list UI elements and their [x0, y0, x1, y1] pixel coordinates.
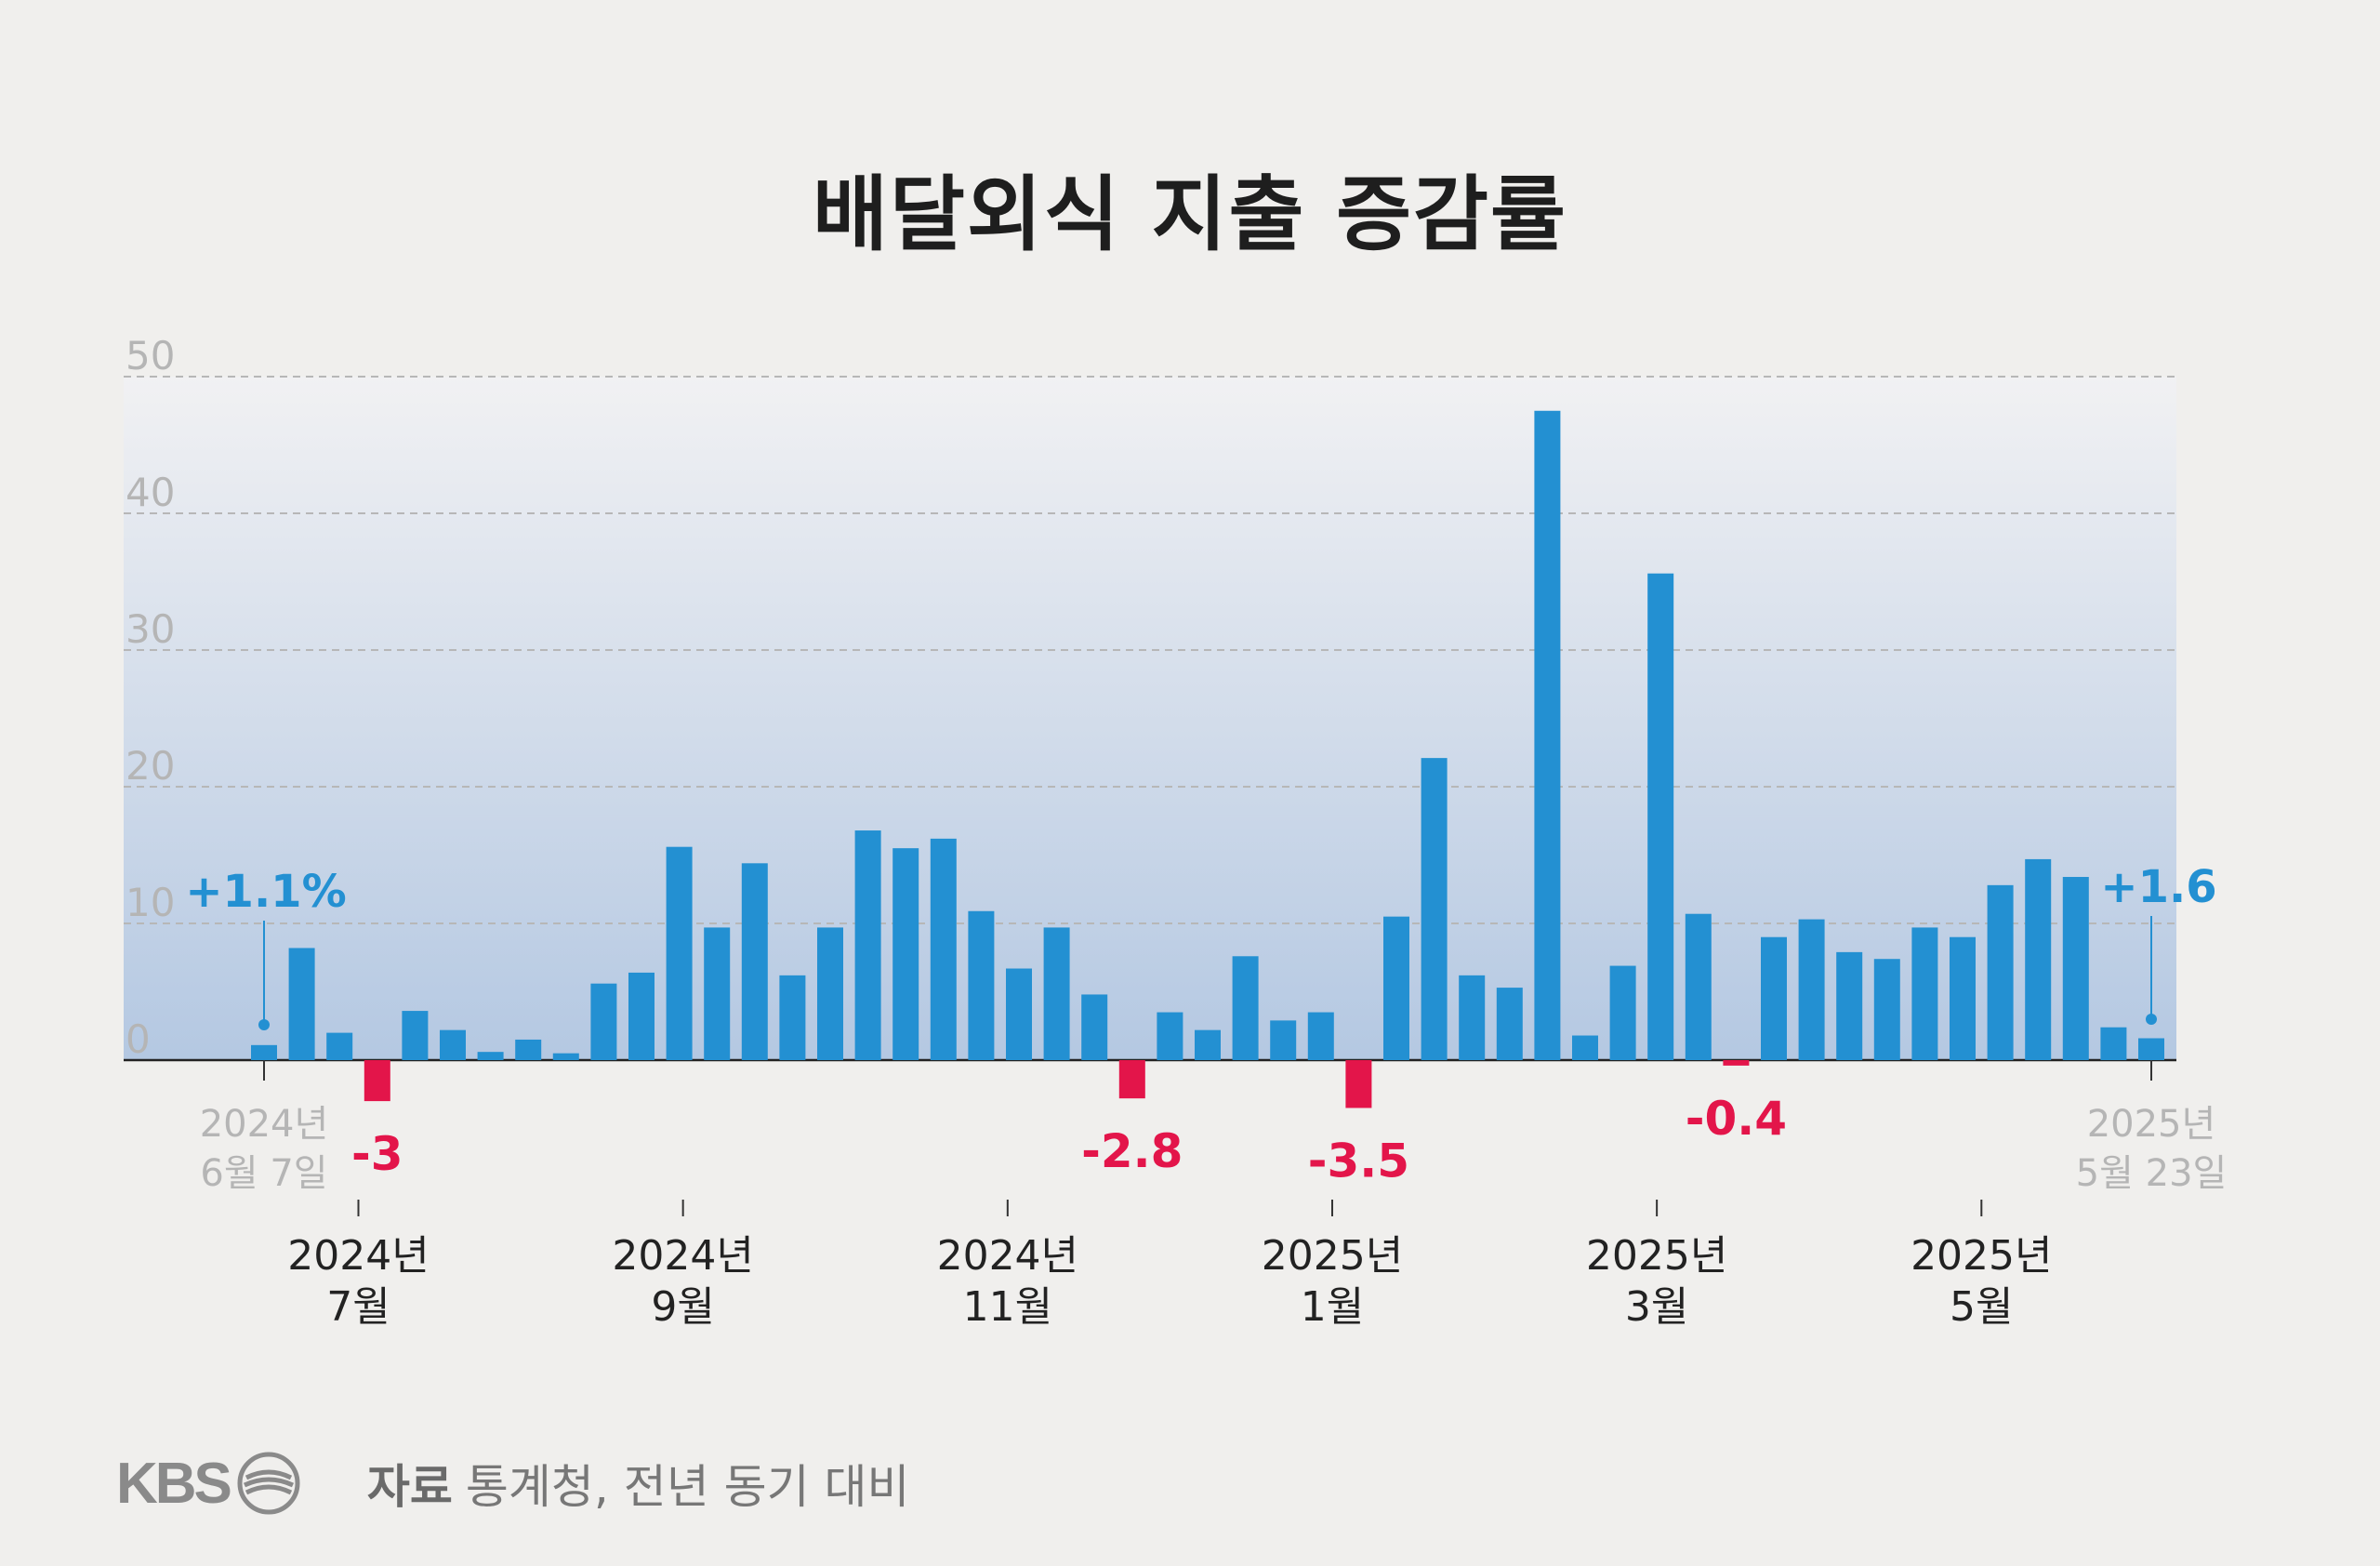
- bar: [817, 927, 843, 1060]
- y-tick-label: 0: [126, 1016, 151, 1062]
- end-date-year-label: 2025년: [2087, 1103, 2216, 1146]
- bar: [1534, 410, 1561, 1060]
- bar: [552, 1053, 579, 1060]
- first-value-label: +1.1%: [185, 866, 346, 918]
- y-tick-label: 30: [126, 606, 175, 652]
- bar: [1270, 1020, 1297, 1060]
- bar: [1761, 936, 1787, 1060]
- bar: [2025, 858, 2052, 1060]
- chart-title: 배달외식 지출 증감률: [813, 166, 1567, 262]
- bar: [251, 1044, 277, 1060]
- bar: [1081, 994, 1108, 1060]
- bar: [1911, 927, 1938, 1060]
- bar: [1383, 916, 1409, 1060]
- x-tick-month: 9월: [651, 1283, 714, 1331]
- bar: [2100, 1027, 2127, 1060]
- bar: [1118, 1060, 1145, 1099]
- bar: [1609, 965, 1636, 1060]
- y-tick-label: 10: [126, 880, 175, 925]
- plot-background: [124, 377, 2176, 1060]
- bar: [1836, 951, 1863, 1060]
- callout-dot-last: [2146, 1014, 2157, 1025]
- bar: [666, 846, 693, 1060]
- footer: KBS 자료 통계청, 전년 동기 대비: [116, 1446, 909, 1520]
- bar: [1006, 968, 1032, 1060]
- y-tick-label: 40: [126, 470, 175, 515]
- negative-value-label: -3: [351, 1127, 403, 1181]
- x-tick-month: 11월: [963, 1283, 1052, 1331]
- x-tick-year: 2025년: [1262, 1232, 1403, 1280]
- end-date-day-label: 5월 23일: [2076, 1152, 2228, 1195]
- bar: [741, 863, 768, 1060]
- bar: [1798, 919, 1825, 1060]
- x-tick-year: 2024년: [937, 1232, 1078, 1280]
- annotations: +1.1% +1.6 -3 -2.8 -3.5 -0.4: [185, 861, 2216, 1188]
- kbs-logo-icon: [237, 1452, 300, 1515]
- bar: [1421, 758, 1448, 1060]
- bar: [590, 983, 617, 1060]
- gridlines: [124, 376, 2176, 924]
- bar: [779, 975, 806, 1060]
- x-tick-month: 5월: [1950, 1283, 2013, 1331]
- x-tick-month: 7월: [326, 1283, 390, 1331]
- bar: [364, 1060, 390, 1102]
- x-tick-year: 2024년: [612, 1232, 753, 1280]
- callout-dot-first: [258, 1019, 270, 1030]
- x-tick-year: 2025년: [1586, 1232, 1727, 1280]
- bar: [1572, 1035, 1598, 1060]
- bar: [1496, 988, 1523, 1060]
- y-tick-label: 20: [126, 743, 175, 789]
- last-value-label: +1.6: [2100, 861, 2216, 913]
- x-tick-month: 3월: [1625, 1283, 1688, 1331]
- x-tick-month: 1월: [1301, 1283, 1364, 1331]
- start-date-year-label: 2024년: [200, 1103, 329, 1146]
- bar: [2138, 1038, 2164, 1060]
- bar: [628, 972, 654, 1060]
- bar: [704, 927, 731, 1060]
- kbs-logo: KBS: [116, 1451, 300, 1517]
- bar: [1873, 959, 1900, 1060]
- bar: [1647, 573, 1674, 1060]
- bar: [930, 838, 957, 1060]
- negative-value-label: -0.4: [1686, 1092, 1787, 1146]
- start-date-day-label: 6월 7일: [200, 1152, 327, 1195]
- bar: [1195, 1029, 1221, 1060]
- bar: [1459, 975, 1486, 1060]
- y-tick-label: 50: [126, 333, 175, 378]
- bar: [1345, 1060, 1372, 1108]
- source-label: 자료: [366, 1460, 453, 1514]
- bar: [2062, 877, 2089, 1060]
- x-tick-year: 2025년: [1911, 1232, 2052, 1280]
- bar: [892, 848, 919, 1060]
- bar: [326, 1032, 353, 1060]
- bar: [854, 830, 881, 1060]
- kbs-logo-text: KBS: [116, 1451, 232, 1516]
- bar: [515, 1039, 542, 1060]
- y-tick-labels: 0 10 20 30 40 50: [126, 333, 175, 1062]
- bar: [1987, 884, 2014, 1060]
- bar: [288, 948, 315, 1060]
- negative-value-label: -2.8: [1081, 1124, 1183, 1178]
- bar: [402, 1011, 429, 1060]
- bar: [1043, 927, 1070, 1060]
- bar: [1157, 1012, 1183, 1060]
- bar: [477, 1052, 504, 1060]
- bar: [1685, 913, 1712, 1060]
- bars: [251, 410, 2164, 1108]
- bar: [1232, 956, 1259, 1060]
- bar: [1307, 1012, 1334, 1060]
- x-tick-year: 2024년: [287, 1232, 429, 1280]
- negative-value-label: -3.5: [1308, 1134, 1409, 1188]
- bar: [440, 1029, 466, 1060]
- bar: [1950, 936, 1976, 1060]
- source-text: 통계청, 전년 동기 대비: [465, 1460, 910, 1514]
- source-note: 자료 통계청, 전년 동기 대비: [367, 1450, 910, 1517]
- bar: [968, 910, 995, 1060]
- bar: [1723, 1060, 1750, 1066]
